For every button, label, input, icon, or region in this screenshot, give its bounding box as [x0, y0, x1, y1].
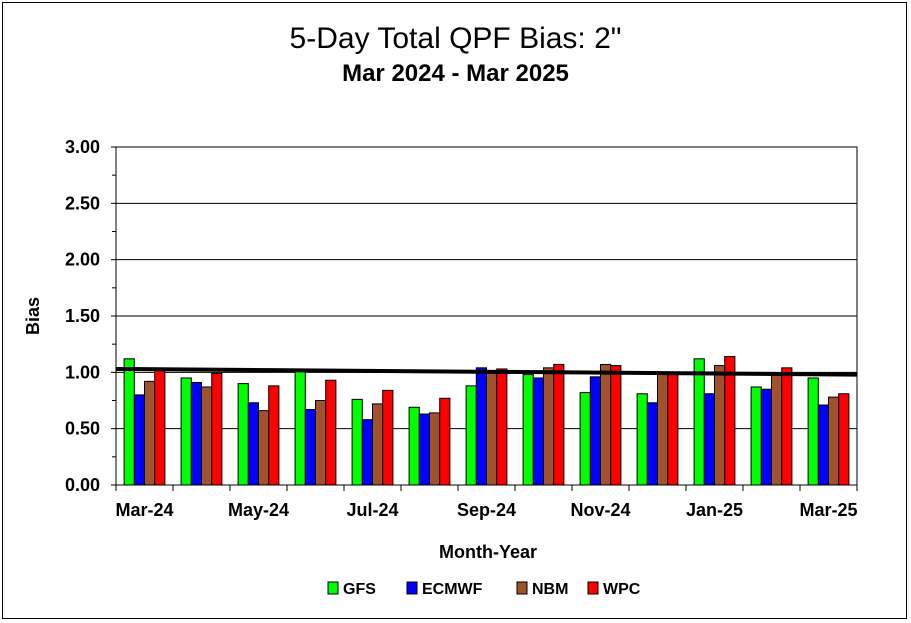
bar-gfs-apr-24: [180, 377, 192, 486]
bar-gfs-sep-24: [465, 385, 477, 486]
bar-gfs-oct-24: [522, 374, 534, 486]
bar-gfs-jan-25: [693, 358, 705, 486]
bar-nbm-may-24: [258, 410, 270, 486]
bar-nbm-mar-24: [144, 380, 156, 486]
bar-ecmwf-apr-24: [190, 381, 203, 486]
bar-wpc-apr-24: [211, 372, 223, 486]
y-tick-label: 2.50: [65, 193, 100, 213]
legend-swatch-gfs: [327, 581, 339, 595]
bar-wpc-may-24: [268, 385, 280, 486]
legend-swatch-ecmwf: [406, 581, 418, 595]
bar-ecmwf-aug-24: [418, 413, 430, 486]
bar-gfs-feb-25: [750, 386, 762, 486]
bar-ecmwf-oct-24: [532, 377, 544, 486]
bar-wpc-jul-24: [382, 389, 394, 486]
bar-gfs-jul-24: [351, 398, 363, 486]
x-tick-label: Jan-25: [686, 500, 743, 520]
y-tick-label: 1.00: [65, 362, 100, 382]
legend-label-wpc: WPC: [603, 581, 641, 598]
bar-gfs-jun-24: [294, 369, 306, 486]
bar-ecmwf-jul-24: [361, 419, 373, 486]
x-axis: Mar-24 May-24 Jul-24 Sep-24 Nov-24 Jan-25 Mar-…: [115, 485, 858, 520]
bar-wpc-aug-24: [439, 397, 451, 486]
bar-nbm-aug-24: [429, 412, 441, 486]
bar-wpc-mar-24: [154, 369, 166, 486]
bar-nbm-dec-24: [657, 371, 669, 486]
bar-gfs-aug-24: [408, 406, 420, 486]
bar-nbm-feb-25: [771, 374, 783, 486]
bar-nbm-sep-24: [486, 370, 498, 486]
bar-wpc-sep-24: [496, 368, 508, 486]
bar-ecmwf-dec-24: [646, 402, 658, 486]
bar-wpc-jan-25: [724, 356, 736, 486]
x-tick-label: Sep-24: [457, 500, 516, 520]
x-tick-label: May-24: [228, 500, 289, 520]
bar-wpc-feb-25: [781, 367, 793, 486]
bar-nbm-oct-24: [543, 367, 555, 486]
bar-ecmwf-feb-25: [760, 388, 772, 486]
bar-nbm-mar-25: [828, 396, 840, 486]
chart-subtitle: Mar 2024 - Mar 2025: [342, 60, 569, 87]
bar-gfs-nov-24: [579, 392, 591, 486]
x-tick-label: Mar-24: [115, 500, 173, 520]
legend: GFS ECMWF NBM WPC: [327, 581, 641, 598]
trend-line: [115, 366, 858, 377]
legend-swatch-nbm: [516, 581, 528, 595]
bar-nbm-jul-24: [372, 403, 384, 486]
bar-gfs-mar-24: [123, 358, 135, 486]
x-tick-label: Jul-24: [346, 500, 398, 520]
x-axis-title: Month-Year: [439, 542, 537, 562]
y-tick-label: 0.50: [65, 419, 100, 439]
legend-swatch-wpc: [587, 581, 599, 595]
bar-nbm-nov-24: [600, 363, 612, 486]
chart-title: 5-Day Total QPF Bias: 2": [289, 22, 622, 55]
legend-label-ecmwf: ECMWF: [422, 581, 483, 598]
bar-wpc-mar-25: [838, 393, 850, 486]
bar-ecmwf-jan-25: [703, 393, 715, 486]
bar-gfs-may-24: [237, 383, 249, 486]
y-axis: 0.00 0.50 1.00 1.50 2.00 2.50 3.00: [65, 137, 116, 495]
bar-ecmwf-mar-25: [817, 404, 829, 486]
bars: [123, 356, 850, 486]
y-tick-label: 3.00: [65, 137, 100, 157]
y-axis-title: Bias: [23, 297, 43, 335]
bar-nbm-jun-24: [315, 400, 327, 486]
bar-wpc-nov-24: [610, 365, 622, 486]
legend-label-gfs: GFS: [343, 581, 376, 598]
y-tick-label: 1.50: [65, 306, 100, 326]
bar-nbm-apr-24: [201, 386, 213, 486]
bar-ecmwf-may-24: [247, 402, 260, 486]
y-tick-label: 0.00: [65, 475, 100, 495]
bar-gfs-mar-25: [807, 377, 819, 486]
bar-ecmwf-jun-24: [304, 409, 316, 486]
legend-label-nbm: NBM: [532, 581, 568, 598]
y-tick-label: 2.00: [65, 250, 100, 270]
bar-ecmwf-nov-24: [589, 376, 601, 486]
bar-ecmwf-mar-24: [133, 394, 146, 486]
bar-gfs-dec-24: [636, 393, 648, 486]
bar-ecmwf-sep-24: [475, 367, 487, 486]
bar-nbm-jan-25: [714, 365, 726, 486]
bar-wpc-dec-24: [667, 374, 679, 486]
bar-wpc-jun-24: [325, 379, 337, 486]
bias-trend-line: [115, 366, 858, 377]
bar-wpc-oct-24: [553, 363, 565, 486]
x-tick-label: Mar-25: [799, 500, 857, 520]
x-tick-label: Nov-24: [570, 500, 630, 520]
